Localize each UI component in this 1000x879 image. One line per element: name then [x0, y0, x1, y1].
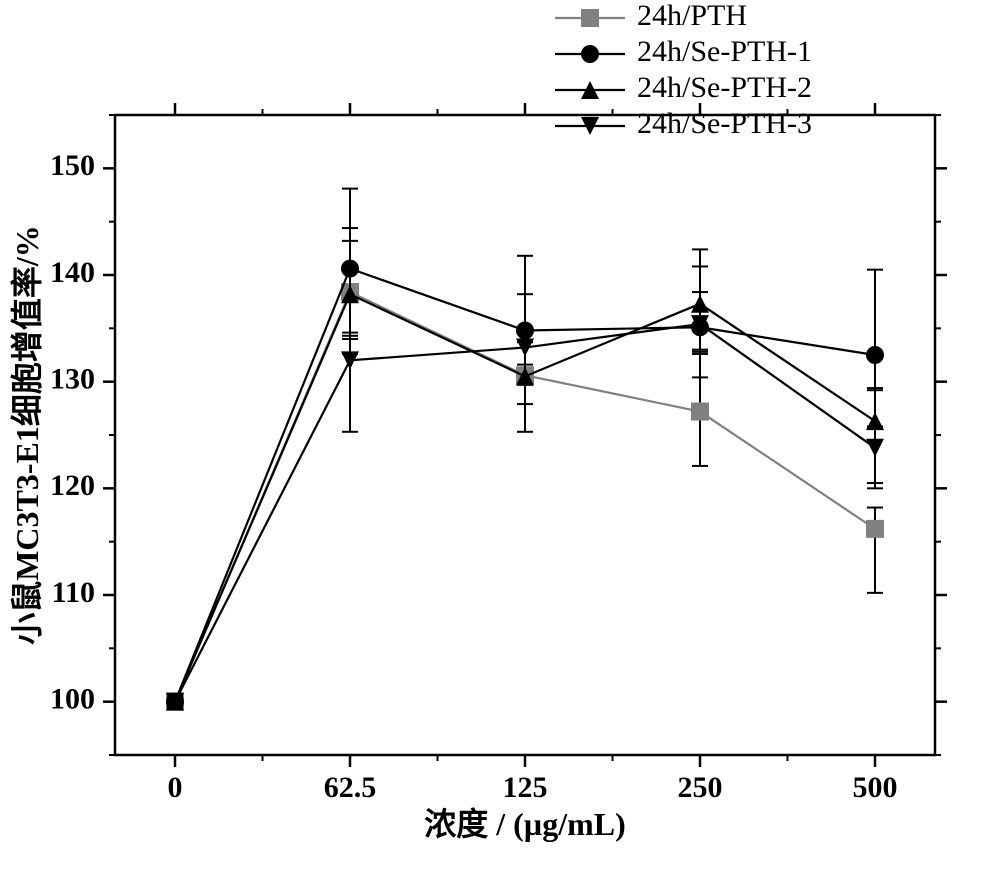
- y-tick-label: 140: [50, 256, 95, 289]
- x-axis-label: 浓度 / (µg/mL): [424, 806, 626, 842]
- legend-label: 24h/PTH: [637, 0, 747, 32]
- chart-container: 100 110 120 130 140 150 0 62.5 125 250 500 浓度 / (µg…: [0, 0, 1000, 879]
- legend-label: 24h/Se-PTH-1: [637, 35, 812, 68]
- y-axis-label: 小鼠MC3T3-E1细胞增值率/%: [9, 225, 45, 645]
- proliferation-chart: 100 110 120 130 140 150 0 62.5 125 250 500 浓度 / (µg…: [0, 0, 1000, 879]
- x-tick-label: 0: [168, 771, 183, 804]
- x-tick-label: 500: [853, 771, 898, 804]
- series-1: [166, 189, 884, 711]
- legend-label: 24h/Se-PTH-3: [637, 107, 812, 140]
- x-tick-label: 125: [503, 771, 548, 804]
- legend: 24h/PTH24h/Se-PTH-124h/Se-PTH-224h/Se-PT…: [555, 0, 812, 140]
- x-tick-label: 62.5: [324, 771, 377, 804]
- y-tick-label: 100: [50, 683, 95, 716]
- y-tick-label: 130: [50, 363, 95, 396]
- y-tick-label: 110: [52, 576, 95, 609]
- legend-label: 24h/Se-PTH-2: [637, 71, 812, 104]
- x-tick-label: 250: [678, 771, 723, 804]
- y-tick-label: 150: [50, 149, 95, 182]
- y-tick-label: 120: [50, 469, 95, 502]
- plot-frame: [115, 115, 935, 755]
